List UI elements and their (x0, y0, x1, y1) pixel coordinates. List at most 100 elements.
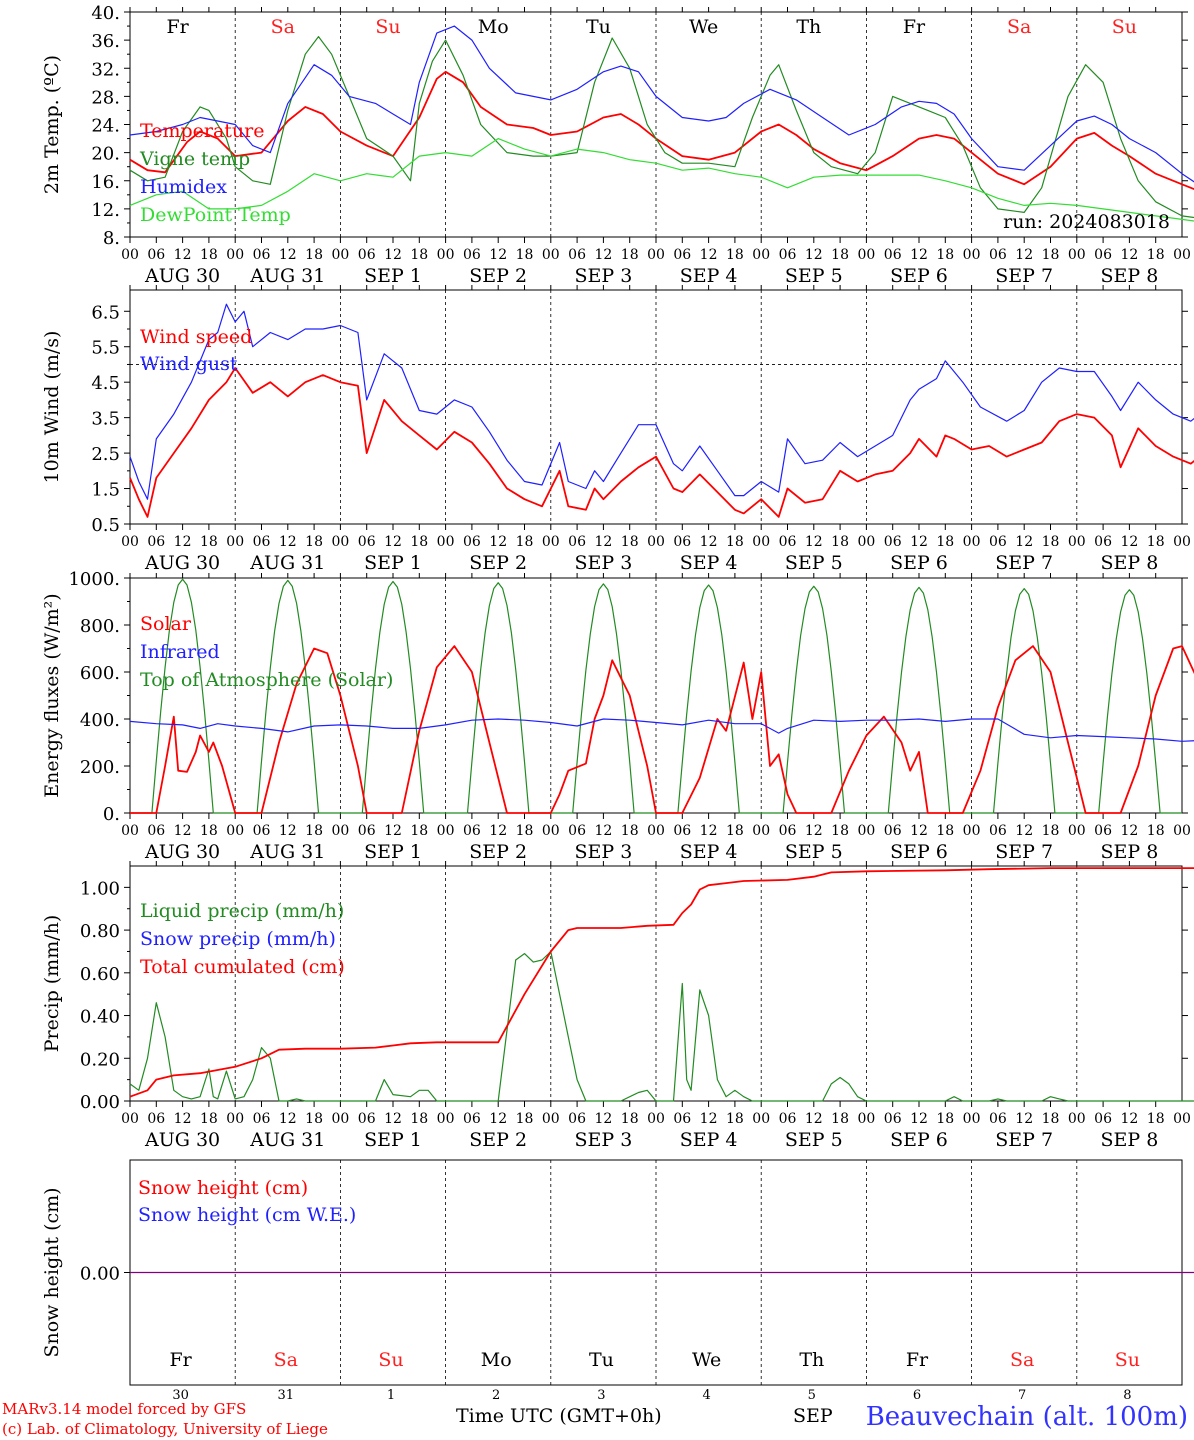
x-hour-label: 12 (700, 823, 718, 839)
x-hour-label: 06 (989, 823, 1007, 839)
x-axis-label: Time UTC (GMT+0h) (456, 1405, 662, 1427)
x-hour-label: 12 (700, 247, 718, 263)
x-hour-label: 06 (779, 247, 797, 263)
y-tick-label: 36. (91, 31, 120, 52)
x-hour-label: 06 (358, 823, 376, 839)
x-hour-label: 06 (568, 534, 586, 550)
x-hour-label: 06 (673, 1111, 691, 1127)
series-line-temperature (129, 70, 1194, 191)
x-date-label: SEP 1 (364, 1129, 422, 1151)
x-hour-label: 18 (936, 823, 954, 839)
x-date-label: SEP 6 (890, 265, 948, 287)
legend-entry: Snow precip (mm/h) (140, 928, 336, 950)
x-hour-label: 06 (1094, 247, 1112, 263)
x-date-label: SEP 8 (1100, 841, 1158, 863)
legend-entry: Total cumulated (cm) (140, 956, 345, 978)
x-hour-label: 00 (331, 1111, 349, 1127)
y-tick-label: 200. (80, 757, 120, 778)
y-tick-label: 6.5 (91, 302, 120, 323)
x-hour-label: 00 (963, 823, 981, 839)
day-number: 6 (913, 1388, 921, 1403)
x-hour-label: 12 (384, 247, 402, 263)
x-hour-label: 18 (621, 534, 639, 550)
day-name: Su (375, 16, 400, 38)
x-hour-label: 12 (279, 823, 297, 839)
x-hour-label: 12 (489, 1111, 507, 1127)
x-hour-label: 12 (1120, 823, 1138, 839)
x-hour-label: 00 (857, 1111, 875, 1127)
y-tick-label: 8. (103, 228, 120, 249)
x-hour-label: 06 (147, 823, 165, 839)
run-label: run: 2024083018 (1003, 211, 1170, 233)
x-hour-label: 18 (831, 823, 849, 839)
x-hour-label: 12 (910, 1111, 928, 1127)
day-name-bottom: Sa (274, 1349, 298, 1371)
x-hour-label: 06 (884, 1111, 902, 1127)
legend-entry: Snow height (cm) (138, 1177, 308, 1199)
y-tick-label: 3.5 (91, 409, 120, 430)
day-name: Sa (1007, 16, 1031, 38)
x-hour-label: 18 (621, 247, 639, 263)
x-hour-label: 00 (226, 1111, 244, 1127)
x-date-label: SEP 5 (785, 1129, 843, 1151)
x-hour-label: 12 (1120, 247, 1138, 263)
x-hour-label: 18 (621, 1111, 639, 1127)
x-hour-label: 06 (989, 247, 1007, 263)
x-hour-label: 00 (857, 534, 875, 550)
day-name: Mo (478, 16, 509, 38)
y-tick-label: 400. (80, 710, 120, 731)
x-hour-label: 18 (726, 1111, 744, 1127)
x-hour-label: 18 (200, 247, 218, 263)
day-name-bottom: Th (799, 1349, 824, 1371)
x-date-label: SEP 5 (785, 552, 843, 574)
x-hour-label: 00 (226, 823, 244, 839)
x-hour-label: 12 (700, 534, 718, 550)
station-name: Beauvechain (alt. 100m) (865, 1402, 1188, 1432)
x-hour-label: 06 (673, 247, 691, 263)
x-hour-label: 06 (463, 247, 481, 263)
lab-credit: (c) Lab. of Climatology, University of L… (2, 1420, 328, 1438)
x-hour-label: 12 (805, 247, 823, 263)
x-hour-label: 12 (1120, 534, 1138, 550)
x-hour-label: 06 (779, 534, 797, 550)
x-date-label: SEP 3 (574, 265, 632, 287)
x-hour-label: 12 (594, 823, 612, 839)
x-hour-label: 00 (437, 823, 455, 839)
legend-entry: Vigne temp (139, 148, 250, 170)
x-hour-label: 12 (174, 247, 192, 263)
x-hour-label: 06 (673, 534, 691, 550)
series-line-total-cumulated-cm- (129, 867, 1194, 1098)
day-name: Tu (586, 16, 611, 38)
series-line-infrared (129, 718, 1194, 742)
x-hour-label: 18 (410, 534, 428, 550)
x-hour-label: 06 (253, 1111, 271, 1127)
day-number: 8 (1123, 1388, 1131, 1403)
legend-entry: Liquid precip (mm/h) (140, 900, 344, 922)
x-hour-label: 06 (147, 534, 165, 550)
x-hour-label: 12 (1015, 247, 1033, 263)
x-date-label: AUG 30 (144, 265, 220, 287)
x-hour-label: 00 (647, 247, 665, 263)
x-date-label: SEP 7 (995, 841, 1053, 863)
y-axis-label: Snow height (cm) (41, 1187, 63, 1357)
x-hour-label: 00 (121, 823, 139, 839)
day-number: 5 (808, 1388, 816, 1403)
x-date-label: SEP 1 (364, 265, 422, 287)
x-hour-label: 00 (857, 247, 875, 263)
x-hour-label: 18 (516, 247, 534, 263)
x-date-label: AUG 31 (249, 841, 325, 863)
y-axis-label: Energy fluxes (W/m²) (41, 593, 63, 797)
x-hour-label: 12 (489, 534, 507, 550)
x-date-label: SEP 2 (469, 552, 527, 574)
x-hour-label: 00 (1173, 1111, 1191, 1127)
day-name-bottom: Su (1115, 1349, 1140, 1371)
x-hour-label: 00 (1173, 823, 1191, 839)
legend-entry: Top of Atmosphere (Solar) (140, 669, 393, 691)
y-tick-label: 12. (91, 200, 120, 221)
x-hour-label: 18 (1147, 823, 1165, 839)
x-hour-label: 06 (568, 1111, 586, 1127)
x-hour-label: 18 (1042, 247, 1060, 263)
y-tick-label: 0.00 (80, 1264, 120, 1285)
x-hour-label: 18 (200, 823, 218, 839)
x-hour-label: 00 (1068, 1111, 1086, 1127)
